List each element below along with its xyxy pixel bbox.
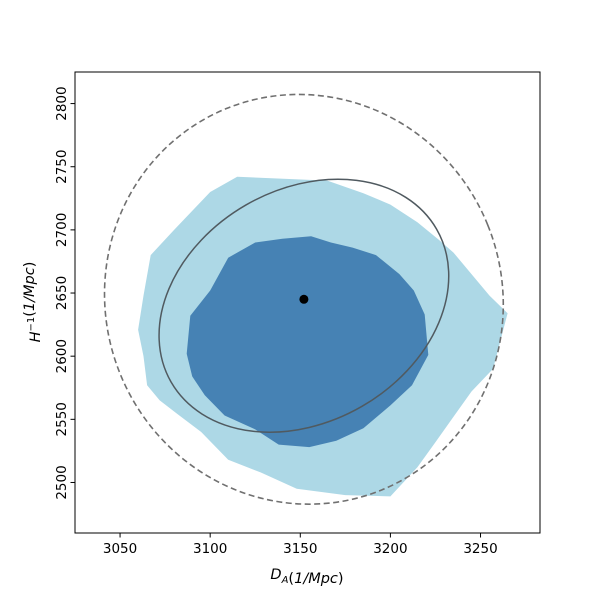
y-tick-label: 2600 — [54, 339, 70, 373]
y-tick-label: 2750 — [54, 150, 70, 184]
axes-frame — [74, 71, 541, 534]
y-tick-label: 2650 — [54, 276, 70, 310]
solid-ellipse — [158, 178, 450, 433]
x-tick-label: 3200 — [373, 541, 407, 557]
dashed-ellipse — [103, 93, 505, 505]
plot-area — [103, 93, 508, 505]
y-tick-label: 2550 — [54, 402, 70, 436]
x-axis-label: DA(1/Mpc) — [270, 567, 343, 587]
axis-ticks: 3050 3100 3150 3200 3250 2500 2550 2600 2650 2700… — [54, 86, 498, 557]
y-tick-label: 2500 — [54, 465, 70, 499]
y-tick-label: 2800 — [54, 86, 70, 120]
x-tick-label: 3100 — [193, 541, 227, 557]
center-point-marker — [299, 294, 309, 304]
y-tick-label: 2700 — [54, 213, 70, 247]
y-axis-label: H−1(1/Mpc) — [22, 262, 44, 343]
x-tick-label: 3150 — [283, 541, 317, 557]
x-tick-label: 3250 — [463, 541, 497, 557]
inner-confidence-region — [186, 236, 429, 448]
x-tick-label: 3050 — [103, 541, 137, 557]
